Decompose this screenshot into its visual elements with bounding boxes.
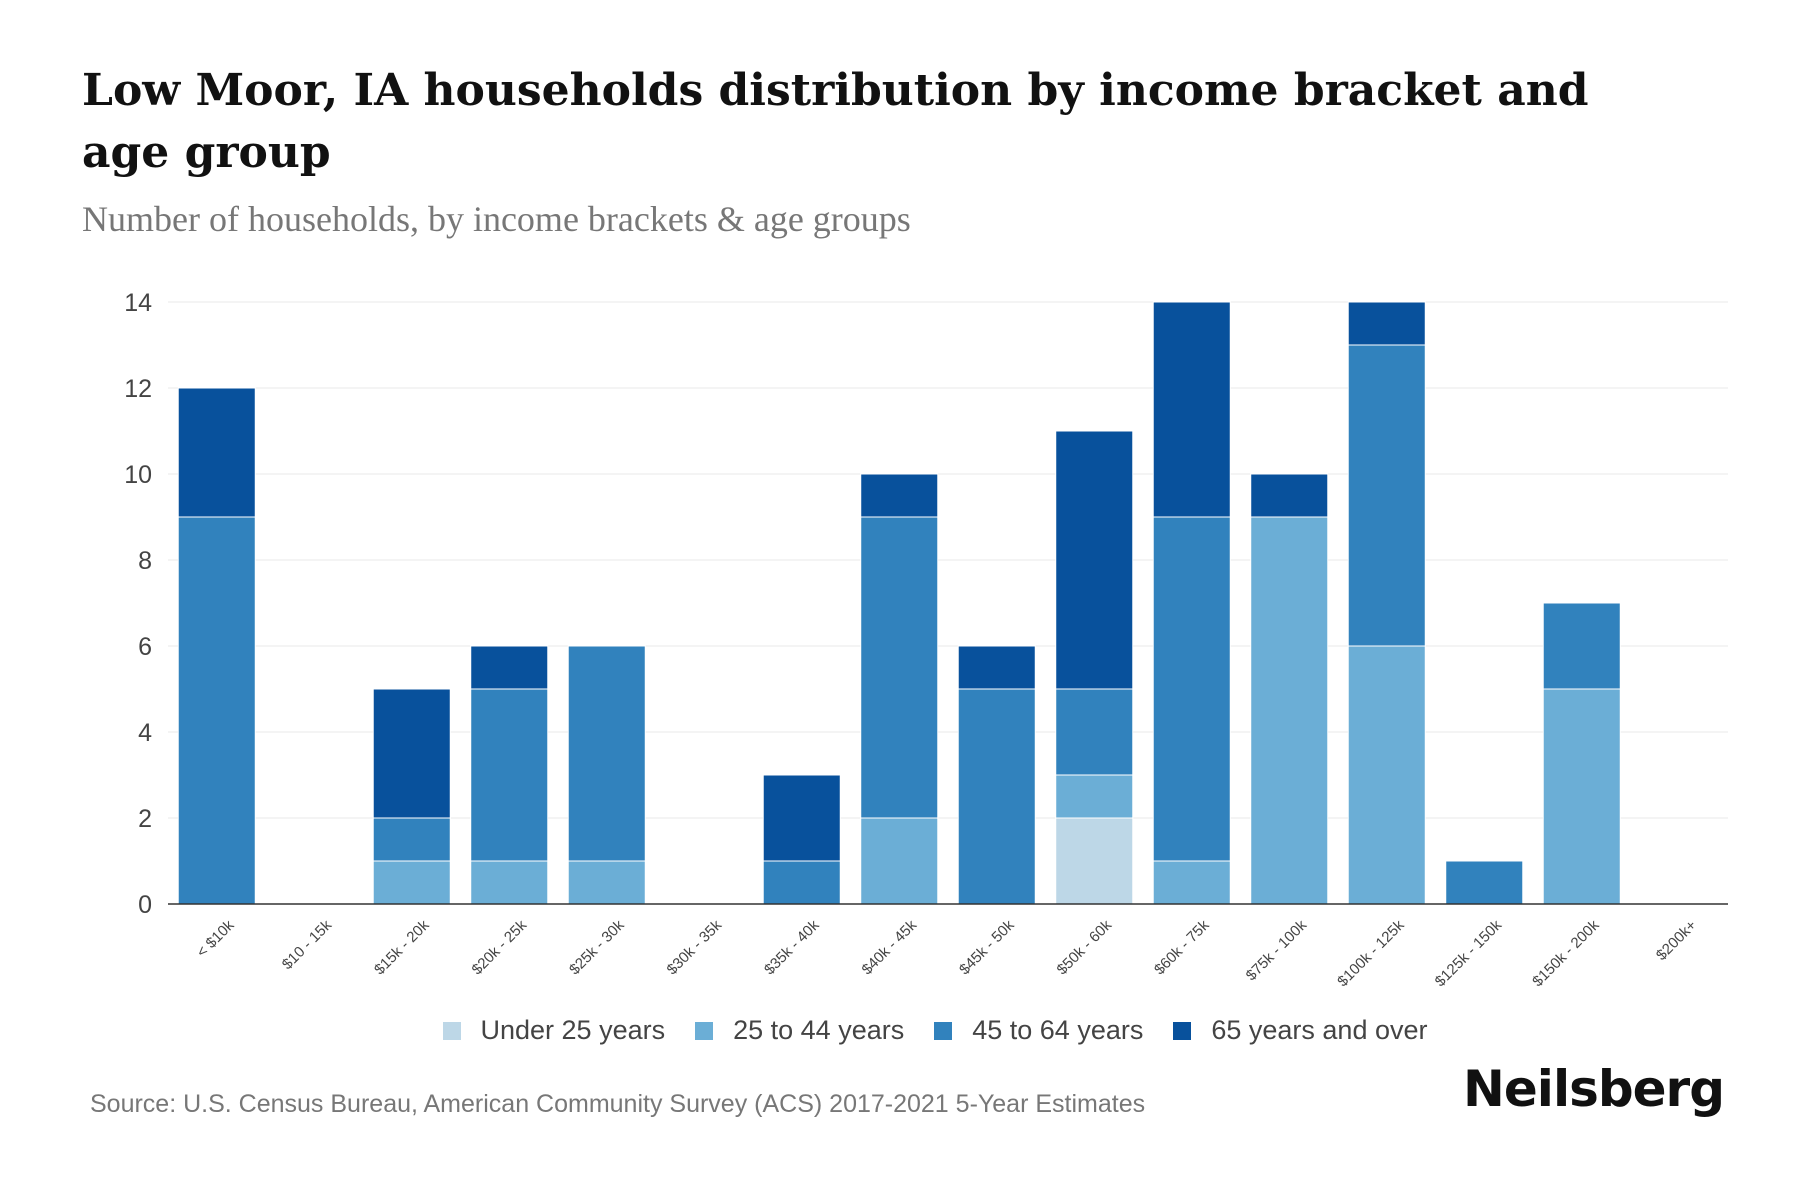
x-tick-label: $125k - 150k (1432, 916, 1506, 990)
bar-segment (762, 774, 841, 862)
legend-item: 45 to 64 years (934, 1015, 1143, 1046)
legend-label: Under 25 years (480, 1015, 666, 1045)
bar-segment (1347, 645, 1426, 905)
bar-segment (1152, 516, 1231, 862)
source-note: Source: U.S. Census Bureau, American Com… (90, 1090, 1146, 1118)
bar-segment (860, 516, 939, 819)
bar-segment (372, 860, 451, 905)
legend-item: 65 years and over (1173, 1015, 1428, 1046)
bar-segment (1542, 602, 1621, 690)
x-tick-label: $40k - 45k (859, 916, 921, 978)
x-tick-label: $75k - 100k (1243, 916, 1311, 984)
bar-segment (1347, 344, 1426, 647)
bar-segment (860, 473, 939, 518)
legend-label: 65 years and over (1211, 1015, 1428, 1045)
x-tick-label: $200k+ (1653, 917, 1700, 964)
legend-label: 45 to 64 years (972, 1015, 1144, 1045)
x-tick-label: $50k - 60k (1054, 916, 1116, 978)
x-tick-label: $10 - 15k (279, 916, 336, 973)
legend-swatch (695, 1021, 714, 1040)
chart-legend: Under 25 years 25 to 44 years 45 to 64 yea… (0, 1015, 1800, 1046)
bar-segment (1055, 774, 1134, 819)
x-tick-label: $15k - 20k (371, 916, 433, 978)
y-tick-label: 0 (138, 891, 152, 919)
chart-title: Low Moor, IA households distribution by … (82, 65, 1589, 178)
y-tick-label: 2 (138, 805, 152, 833)
y-tick-label: 12 (124, 375, 152, 403)
bar-segment (1542, 688, 1621, 905)
bar-segment (470, 688, 549, 862)
y-tick-label: 4 (138, 719, 152, 747)
bar-segment (1445, 860, 1524, 905)
x-tick-label: $60k - 75k (1151, 916, 1213, 978)
x-tick-label: $20k - 25k (469, 916, 531, 978)
x-tick-label: $100k - 125k (1334, 916, 1408, 990)
x-tick-label: < $10k (193, 916, 238, 961)
legend-swatch (442, 1021, 461, 1040)
bar-segment (470, 860, 549, 905)
bar-segment (177, 516, 256, 905)
bar-segment (1347, 301, 1426, 346)
legend-label: 25 to 44 years (733, 1015, 905, 1045)
x-tick-label: $30k - 35k (664, 916, 726, 978)
bar-segment (1152, 860, 1231, 905)
bar-segment (1250, 516, 1329, 905)
y-tick-label: 10 (124, 461, 152, 489)
bar-segment (1055, 817, 1134, 905)
bar-segment (1152, 301, 1231, 518)
y-tick-label: 6 (138, 633, 152, 661)
bar-segment (762, 860, 841, 905)
bar-segment (177, 387, 256, 518)
chart-subtitle: Number of households, by income brackets… (82, 199, 911, 239)
bar-segment (957, 645, 1036, 690)
bar-segment (1250, 473, 1329, 518)
legend-swatch (934, 1021, 953, 1040)
bar-segment (1055, 688, 1134, 776)
bar-segment (372, 817, 451, 862)
stacked-bar-chart: 0 2 4 6 8 10 12 14 < $10k $10 - 15k $15k - 20k $20k… (124, 289, 1728, 990)
x-tick-label: $45k - 50k (956, 916, 1018, 978)
bar-segment (860, 817, 939, 905)
bar-segment (567, 860, 646, 905)
bar-segment (1055, 430, 1134, 690)
bar-segment (372, 688, 451, 819)
x-tick-label: $35k - 40k (761, 916, 823, 978)
legend-item: Under 25 years (442, 1015, 666, 1046)
x-tick-label: $25k - 30k (566, 916, 628, 978)
y-tick-label: 14 (124, 289, 152, 317)
bar-segment (567, 645, 646, 862)
brand-logo: Neilsberg (1463, 1060, 1725, 1118)
y-tick-label: 8 (138, 547, 152, 575)
legend-swatch (1173, 1021, 1192, 1040)
x-tick-label: $150k - 200k (1529, 916, 1603, 990)
bar-segment (957, 688, 1036, 905)
legend-item: 25 to 44 years (695, 1015, 904, 1046)
bar-segment (470, 645, 549, 690)
